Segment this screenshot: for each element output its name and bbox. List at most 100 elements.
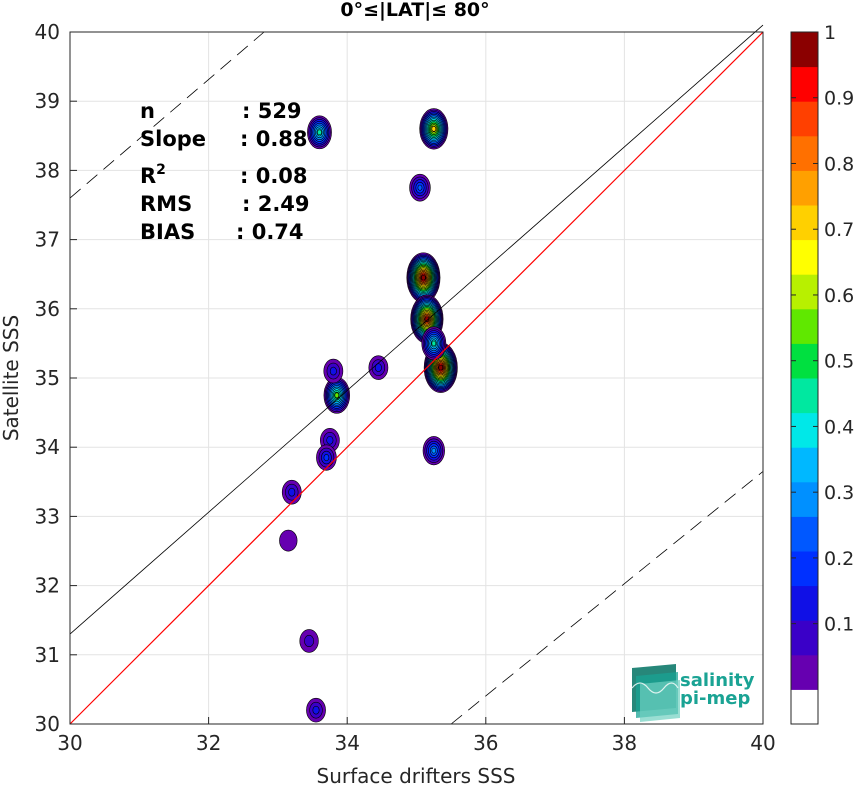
colorbar-bands bbox=[791, 32, 818, 725]
stat-value: : 0.74 bbox=[236, 220, 304, 244]
x-tick-label: 34 bbox=[334, 731, 359, 755]
y-tick-label: 34 bbox=[35, 435, 60, 459]
colorbar-band bbox=[791, 654, 818, 690]
x-tick-label: 36 bbox=[473, 731, 498, 755]
density-cluster bbox=[323, 376, 350, 414]
reference-lines bbox=[69, 24, 764, 725]
y-tick-label: 37 bbox=[35, 228, 60, 252]
colorbar-band bbox=[791, 101, 818, 137]
y-tick-label: 38 bbox=[35, 158, 60, 182]
colorbar-band bbox=[791, 239, 818, 275]
density-contour-level bbox=[334, 392, 340, 399]
density-cluster bbox=[316, 444, 337, 471]
density-cluster bbox=[320, 428, 340, 453]
y-tick-label: 31 bbox=[35, 643, 60, 667]
colorbar-band bbox=[791, 32, 818, 68]
density-cluster bbox=[419, 108, 449, 150]
x-tick-label: 38 bbox=[612, 731, 637, 755]
density-contour-level bbox=[329, 366, 337, 376]
y-tick-label: 32 bbox=[35, 574, 60, 598]
x-axis-ticks: 30 32 34 36 38 40 bbox=[57, 717, 776, 755]
density-contour-level bbox=[417, 184, 423, 191]
colorbar-band bbox=[791, 620, 818, 656]
y-tick-label: 36 bbox=[35, 297, 60, 321]
colorbar-tick-label: 1 bbox=[824, 22, 836, 44]
colorbar-band bbox=[791, 66, 818, 102]
colorbar-band bbox=[791, 551, 818, 587]
density-contour-level bbox=[421, 274, 426, 281]
density-contour-level bbox=[288, 487, 296, 497]
density-contour-level bbox=[374, 363, 382, 372]
colorbar-band bbox=[791, 585, 818, 621]
regression-fit-line bbox=[69, 24, 764, 635]
plot-area: 30 32 34 36 38 40 30 31 32 33 34 35 36 37 38 39 40 bbox=[35, 20, 776, 755]
y-tick-label: 40 bbox=[35, 20, 60, 44]
density-contour-level bbox=[312, 705, 320, 715]
stat-label: Slope bbox=[140, 127, 206, 151]
y-tick-label: 35 bbox=[35, 366, 60, 390]
density-cluster bbox=[406, 252, 441, 303]
stat-value: : 2.49 bbox=[242, 192, 310, 216]
y-tick-label: 39 bbox=[35, 89, 60, 113]
identity-line bbox=[69, 31, 764, 725]
stat-label: n bbox=[140, 99, 155, 123]
stat-label: RMS bbox=[140, 192, 192, 216]
colorbar-band bbox=[791, 378, 818, 414]
colorbar-tick-label: 0.9 bbox=[824, 88, 854, 110]
colorbar: 0.1 0.2 0.3 0.4 0.5 0.6 0.7 0.8 0.9 1 bbox=[790, 22, 854, 725]
colorbar-band bbox=[791, 516, 818, 552]
density-cluster bbox=[421, 326, 447, 361]
density-cluster bbox=[368, 355, 389, 380]
density-cluster bbox=[281, 479, 302, 505]
colorbar-tick-label: 0.5 bbox=[824, 351, 854, 373]
y-tick-label: 33 bbox=[35, 504, 60, 528]
x-tick-label: 30 bbox=[57, 731, 82, 755]
x-tick-label: 32 bbox=[196, 731, 221, 755]
colorbar-band bbox=[791, 205, 818, 241]
colorbar-ticks: 0.1 0.2 0.3 0.4 0.5 0.6 0.7 0.8 0.9 1 bbox=[791, 22, 854, 636]
colorbar-band bbox=[791, 447, 818, 483]
colorbar-band bbox=[791, 135, 818, 171]
colorbar-band bbox=[791, 481, 818, 517]
chart-title: 0°≤|LAT|≤ 80° bbox=[340, 0, 489, 21]
density-contour-level bbox=[304, 634, 315, 648]
logo-text-pimep: pi-mep bbox=[680, 688, 750, 709]
stat-value: : 0.88 bbox=[240, 127, 308, 151]
density-contour-level bbox=[431, 340, 437, 347]
density-cluster bbox=[422, 436, 445, 466]
colorbar-tick-label: 0.8 bbox=[824, 153, 854, 175]
grid-lines bbox=[69, 31, 764, 725]
y-axis-label: Satellite SSS bbox=[0, 315, 23, 441]
colorbar-band bbox=[791, 689, 818, 725]
density-cluster bbox=[279, 529, 298, 552]
colorbar-tick-label: 0.4 bbox=[824, 416, 854, 438]
colorbar-band bbox=[791, 170, 818, 206]
x-axis-label: Surface drifters SSS bbox=[317, 764, 516, 786]
density-cluster bbox=[409, 173, 431, 202]
y-axis-ticks: 30 31 32 33 34 35 36 37 38 39 40 bbox=[35, 20, 77, 736]
colorbar-tick-label: 0.2 bbox=[824, 548, 854, 570]
colorbar-tick-label: 0.3 bbox=[824, 482, 854, 504]
y-tick-label: 30 bbox=[35, 712, 60, 736]
colorbar-band bbox=[791, 274, 818, 310]
density-cluster bbox=[306, 697, 326, 723]
x-tick-label: 40 bbox=[750, 731, 775, 755]
colorbar-frame bbox=[790, 31, 819, 725]
colorbar-band bbox=[791, 412, 818, 448]
salinity-pimep-logo: salinity pi-mep bbox=[631, 664, 755, 722]
density-cluster bbox=[299, 629, 319, 653]
lower-bound-dashed-line bbox=[450, 471, 764, 725]
stat-label: BIAS bbox=[140, 220, 195, 244]
logo-text-salinity: salinity bbox=[680, 670, 755, 691]
stat-value: : 529 bbox=[242, 99, 302, 123]
colorbar-tick-label: 0.6 bbox=[824, 285, 854, 307]
density-contour-level bbox=[431, 447, 437, 454]
density-contours bbox=[279, 108, 458, 723]
colorbar-tick-label: 0.7 bbox=[824, 219, 854, 241]
colorbar-tick-label: 0.1 bbox=[824, 614, 854, 636]
colorbar-band bbox=[791, 308, 818, 344]
density-contour-level bbox=[279, 529, 298, 552]
density-contour-level bbox=[323, 454, 330, 462]
stat-value: : 0.08 bbox=[240, 164, 308, 188]
